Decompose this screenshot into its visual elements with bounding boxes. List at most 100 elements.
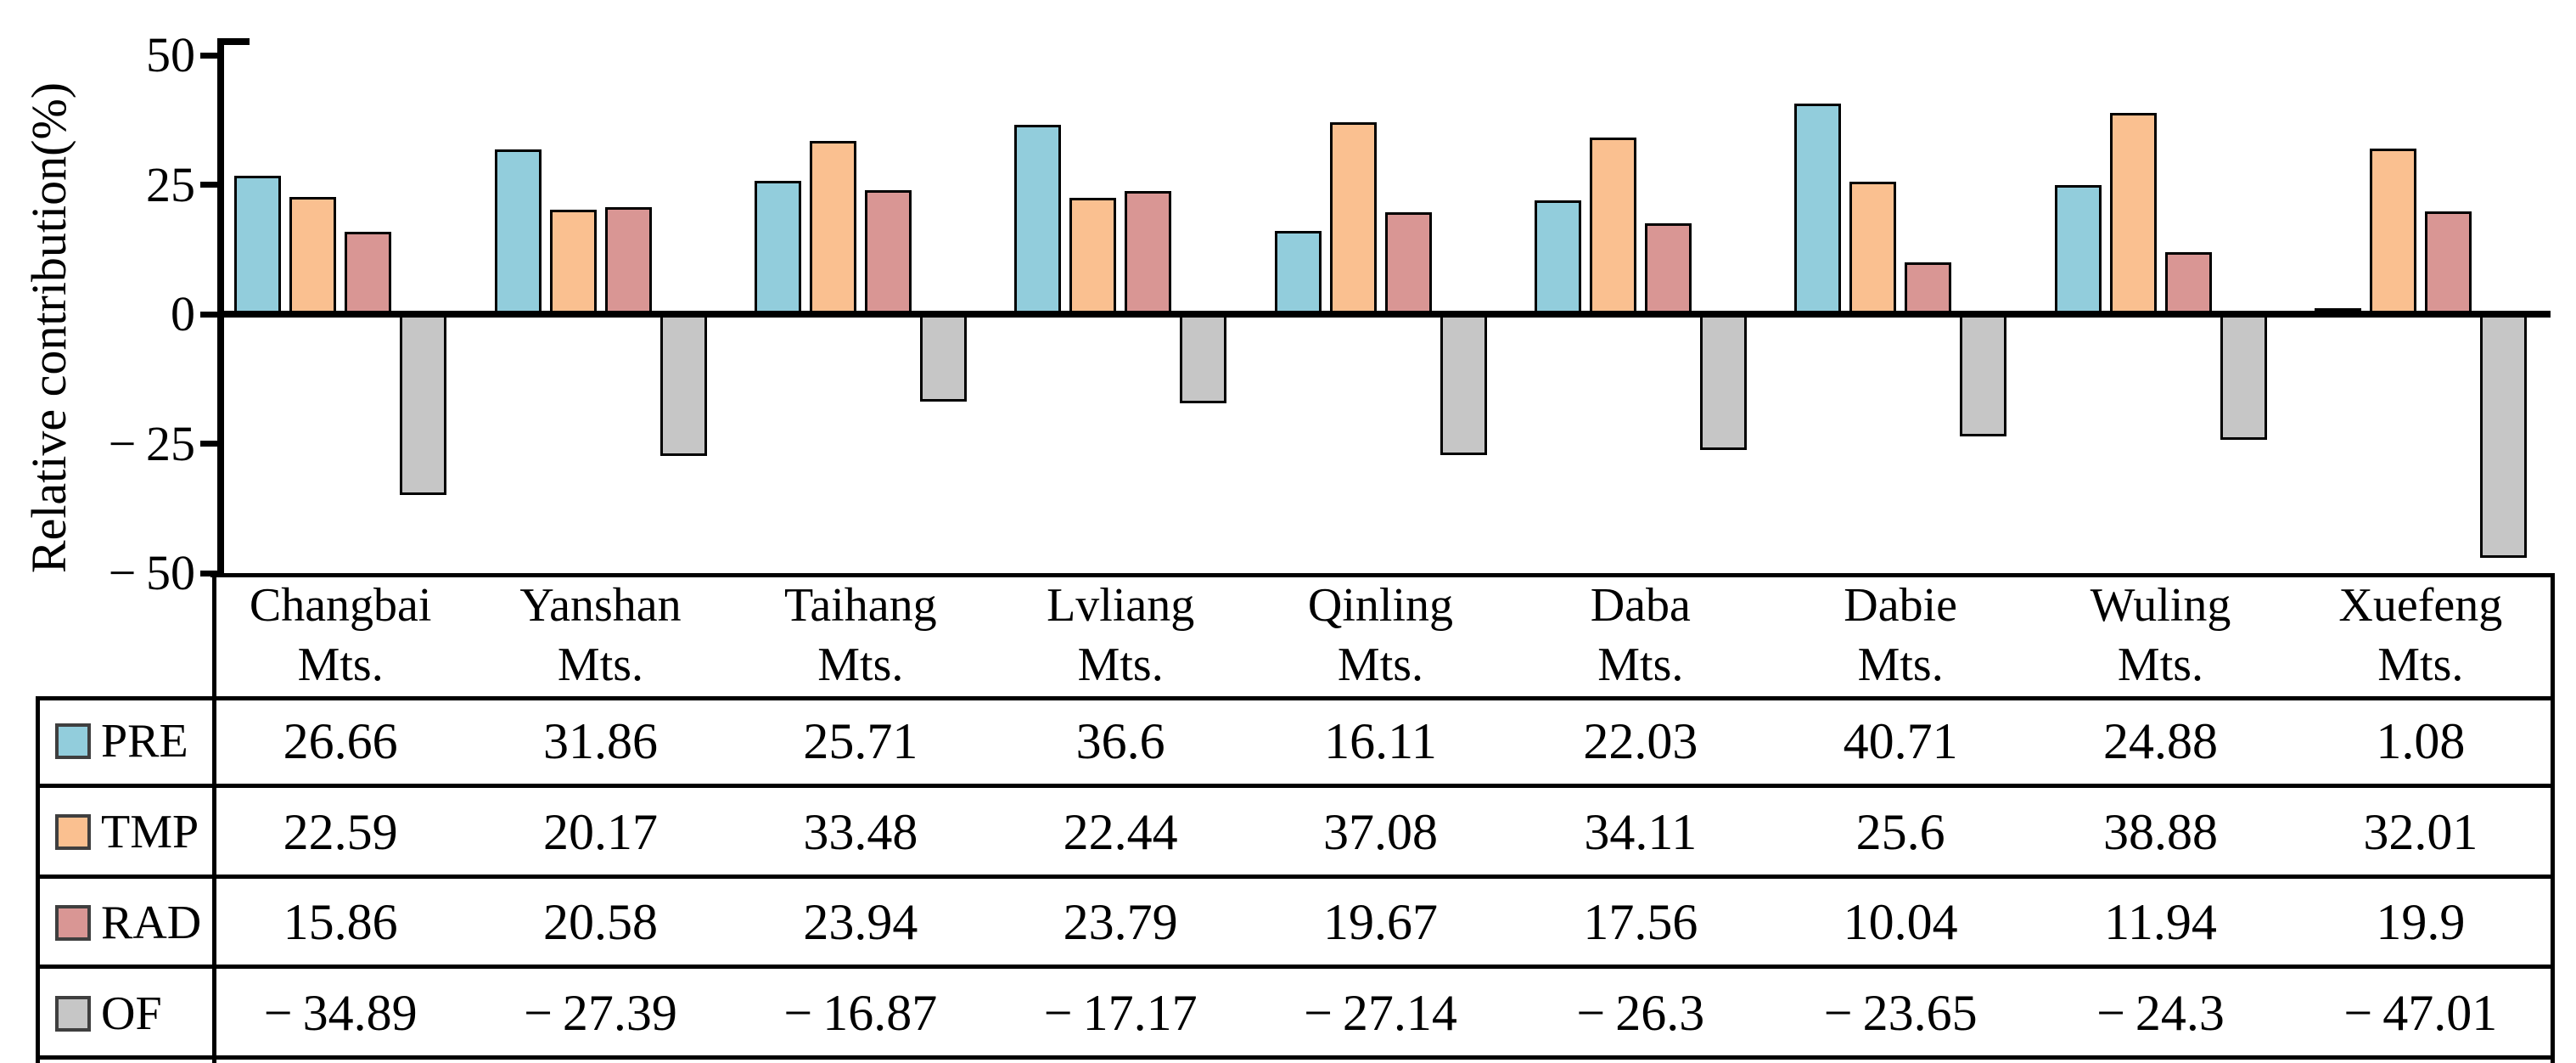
bar-rad-8	[2424, 211, 2472, 314]
bar-pre-7	[2054, 185, 2102, 314]
header-cell-5: Daba Mts.	[1511, 573, 1771, 696]
value-cell-rad-4: 19.67	[1322, 894, 1438, 951]
y-tick-mark	[200, 441, 217, 447]
header-name-line: Yanshan	[519, 578, 682, 632]
header-name-line: Xuefeng	[2338, 578, 2503, 632]
value-cell-of-3: − 17.17	[1043, 985, 1198, 1042]
header-cell-4: Qinling Mts.	[1250, 573, 1510, 696]
header-mts-line: Mts.	[1337, 638, 1424, 691]
value-cell-pre-5: 22.03	[1583, 712, 1698, 769]
value-cell-rad-3: 23.79	[1063, 894, 1178, 951]
header-mts-line: Mts.	[2377, 638, 2464, 691]
header-mts-line: Mts.	[2117, 638, 2204, 691]
header-cell-8: Xuefeng Mts.	[2291, 573, 2551, 696]
bar-pre-2	[754, 181, 801, 314]
header-cell-1: Yanshan Mts.	[470, 573, 730, 696]
bar-of-1	[659, 314, 707, 457]
y-tick-mark	[200, 570, 217, 576]
bar-of-8	[2479, 314, 2527, 558]
value-cell-tmp-1: 20.17	[542, 803, 658, 860]
y-tick-label: − 50	[108, 545, 195, 600]
bar-tmp-2	[809, 140, 856, 314]
value-cell-of-7: − 24.3	[2096, 985, 2225, 1042]
legend-swatch-pre	[55, 723, 91, 760]
value-cell-pre-6: 40.71	[1843, 712, 1958, 769]
bar-rad-2	[864, 189, 912, 314]
value-cell-tmp-2: 33.48	[803, 803, 918, 860]
value-cell-tmp-5: 34.11	[1584, 803, 1698, 860]
table-row-line	[36, 965, 2555, 970]
bar-rad-0	[345, 232, 392, 314]
y-tick-mark	[200, 52, 217, 59]
header-name-line: Wuling	[2090, 578, 2231, 632]
value-cell-pre-3: 36.6	[1075, 712, 1165, 769]
value-cell-pre-0: 26.66	[283, 712, 398, 769]
legend-cell-pre: PRE	[40, 696, 215, 787]
table-row-line	[36, 783, 2555, 788]
bar-pre-0	[234, 176, 282, 314]
legend-label: PRE	[101, 715, 188, 768]
zero-baseline	[217, 311, 2551, 318]
header-mts-line: Mts.	[557, 638, 644, 691]
value-cell-pre-8: 1.08	[2376, 712, 2466, 769]
value-cell-rad-8: 19.9	[2376, 894, 2466, 951]
value-cell-pre-1: 31.86	[542, 712, 658, 769]
header-cell-6: Dabie Mts.	[1771, 573, 2030, 696]
legend-swatch-tmp	[55, 814, 91, 851]
bar-pre-3	[1014, 124, 1062, 314]
header-name-line: Changbai	[249, 578, 432, 632]
bar-pre-1	[494, 149, 542, 314]
value-cell-rad-7: 11.94	[2104, 894, 2217, 951]
legend-cell-of: OF	[40, 968, 215, 1059]
bar-rad-1	[604, 207, 652, 314]
bar-tmp-5	[1589, 137, 1636, 314]
value-cell-rad-5: 17.56	[1583, 894, 1698, 951]
value-cell-pre-7: 24.88	[2102, 712, 2218, 769]
table-row-line	[36, 874, 2555, 879]
bar-of-3	[1180, 314, 1227, 403]
bar-rad-3	[1125, 190, 1172, 314]
value-cell-tmp-0: 22.59	[283, 803, 398, 860]
header-mts-line: Mts.	[1857, 638, 1944, 691]
table-border-right	[2551, 573, 2555, 1063]
legend-swatch-rad	[55, 904, 91, 941]
bar-tmp-7	[2109, 112, 2157, 314]
header-name-line: Daba	[1590, 578, 1691, 632]
bar-of-2	[919, 314, 967, 402]
table-border-left	[36, 696, 40, 1063]
value-cell-rad-0: 15.86	[283, 894, 398, 951]
value-cell-rad-6: 10.04	[1843, 894, 1958, 951]
y-axis-line	[217, 38, 224, 577]
header-mts-line: Mts.	[1597, 638, 1684, 691]
y-tick-label: 25	[146, 156, 195, 212]
value-cell-of-4: − 27.14	[1304, 985, 1457, 1042]
bar-pre-4	[1274, 230, 1322, 314]
value-cell-rad-1: 20.58	[542, 894, 658, 951]
header-name-line: Lvliang	[1047, 578, 1195, 632]
legend-swatch-of	[55, 995, 91, 1032]
value-cell-of-1: − 27.39	[524, 985, 677, 1042]
value-cell-tmp-7: 38.88	[2102, 803, 2218, 860]
value-cell-tmp-6: 25.6	[1855, 803, 1945, 860]
value-cell-pre-4: 16.11	[1324, 712, 1437, 769]
bar-of-6	[1960, 314, 2007, 437]
header-cell-2: Taihang Mts.	[731, 573, 991, 696]
value-cell-tmp-4: 37.08	[1322, 803, 1438, 860]
legend-label: RAD	[101, 896, 202, 949]
table-row-line	[36, 1055, 2555, 1060]
bar-rad-5	[1644, 222, 1692, 314]
header-name-line: Qinling	[1307, 578, 1454, 632]
bar-of-7	[2220, 314, 2267, 441]
bar-of-0	[400, 314, 447, 495]
header-cell-3: Lvliang Mts.	[991, 573, 1250, 696]
table-border-top	[210, 573, 2555, 577]
value-cell-of-5: − 26.3	[1576, 985, 1705, 1042]
legend-cell-tmp: TMP	[40, 787, 215, 878]
bar-tmp-1	[549, 209, 597, 314]
bar-tmp-3	[1069, 198, 1117, 314]
value-cell-of-8: − 47.01	[2343, 985, 2498, 1042]
value-cell-of-6: − 23.65	[1823, 985, 1978, 1042]
value-cell-of-0: − 34.89	[263, 985, 418, 1042]
bar-rad-6	[1905, 262, 1952, 314]
